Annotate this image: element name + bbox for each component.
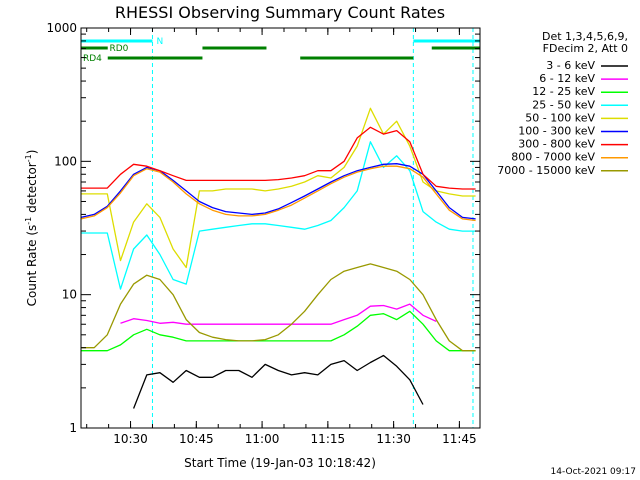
series-line-12-25-kev — [81, 310, 476, 352]
x-tick-label-5: 11:45 — [442, 432, 477, 446]
x-tick-label-2: 11:00 — [245, 432, 280, 446]
legend-label-7000-15000-kev: 7000 - 15000 keV — [497, 164, 595, 177]
series-line-25-50-kev — [81, 141, 476, 290]
x-tick-label-4: 11:30 — [376, 432, 411, 446]
y-axis-label-main: Count Rate (s — [25, 225, 39, 307]
y-axis-label-tail: detector — [25, 162, 39, 217]
y-axis-label-sup2: -1 — [24, 154, 33, 162]
x-tick-label-1: 10:45 — [179, 432, 214, 446]
rd0-label: RD0 — [110, 44, 129, 54]
y-tick-label-0: 1 — [69, 421, 77, 435]
y-axis-label-sup: -1 — [24, 217, 33, 225]
y-tick-label-1: 10 — [62, 288, 77, 302]
legend-header-line-2: FDecim 2, Att 0 — [543, 42, 628, 55]
legend-label-3-6-kev: 3 - 6 keV — [546, 59, 595, 72]
series-line-300-800-kev — [81, 126, 476, 190]
y-axis: 1 10 100 1000 — [46, 21, 480, 435]
series-line-100-300-kev — [80, 163, 476, 220]
series-line-800-7000-kev — [80, 165, 476, 222]
series-line-7000-15000-kev — [81, 263, 476, 352]
legend: Det 1,3,4,5,6,9, FDecim 2, Att 0 3 - 6 k… — [497, 30, 628, 177]
legend-label-50-100-kev: 50 - 100 keV — [525, 111, 595, 124]
x-tick-label-0: 10:30 — [113, 432, 148, 446]
legend-label-6-12-kev: 6 - 12 keV — [539, 72, 595, 85]
legend-label-300-800-kev: 300 - 800 keV — [518, 138, 595, 151]
x-axis-label: Start Time (19-Jan-03 10:18:42) — [184, 456, 376, 470]
legend-label-25-50-kev: 25 - 50 keV — [532, 98, 595, 111]
y-tick-label-3: 1000 — [46, 21, 77, 35]
rd4-label: RD4 — [83, 54, 102, 64]
night-label: N — [156, 37, 163, 47]
series-line-6-12-kev — [120, 303, 437, 325]
legend-label-12-25-kev: 12 - 25 keV — [532, 85, 595, 98]
x-axis: 10:30 10:45 11:00 11:15 11:30 11:45 — [86, 28, 477, 446]
legend-label-100-300-kev: 100 - 300 keV — [518, 125, 595, 138]
legend-label-800-7000-kev: 800 - 7000 keV — [511, 151, 595, 164]
y-tick-label-2: 100 — [54, 154, 77, 168]
legend-header-line-1: Det 1,3,4,5,6,9, — [542, 30, 628, 43]
y-axis-label-end: ) — [25, 150, 39, 155]
footer-timestamp: 14-Oct-2021 09:17 — [551, 467, 636, 477]
plot-content: N RD0 RD4 — [80, 28, 480, 428]
x-tick-label-3: 11:15 — [311, 432, 346, 446]
chart-title: RHESSI Observing Summary Count Rates — [115, 3, 445, 22]
series-line-3-6-kev — [132, 354, 424, 409]
y-axis-label: Count Rate (s-1 detector-1) — [24, 150, 39, 307]
series-line-50-100-kev — [81, 107, 476, 269]
plot-frame — [80, 27, 481, 429]
